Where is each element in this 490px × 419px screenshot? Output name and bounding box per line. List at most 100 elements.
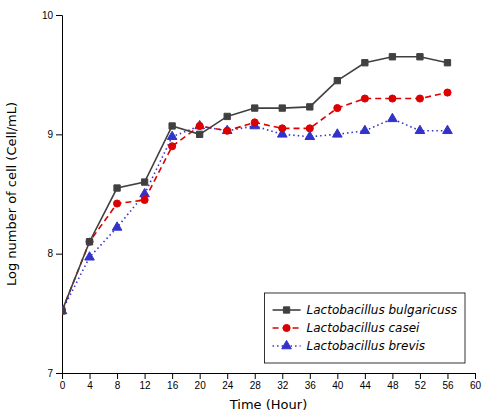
y-tick-mark xyxy=(56,373,62,374)
x-axis-title: Time (Hour) xyxy=(229,397,307,412)
point xyxy=(444,60,450,66)
point xyxy=(169,123,175,129)
point xyxy=(86,238,93,245)
x-tick: 40 xyxy=(332,373,344,391)
x-tick-mark xyxy=(365,373,366,379)
point xyxy=(86,239,92,245)
series xyxy=(62,54,451,315)
x-tick: 44 xyxy=(360,373,372,391)
x-tick-mark xyxy=(447,373,448,379)
legend-swatch-marker xyxy=(283,324,290,331)
point xyxy=(62,308,65,314)
x-tick-label: 32 xyxy=(277,380,289,391)
point xyxy=(112,222,122,230)
x-tick: 16 xyxy=(167,373,179,391)
x-axis-line xyxy=(63,374,476,380)
point xyxy=(252,105,258,111)
point xyxy=(334,77,340,83)
point xyxy=(417,54,423,60)
point xyxy=(85,252,95,260)
legend-label: Lactobacillus casei xyxy=(307,321,421,335)
legend-item: Lactobacillus brevis xyxy=(273,339,426,353)
point xyxy=(307,104,313,110)
plot: 0481216202428323640444852566078910Lactob… xyxy=(42,10,482,391)
x-tick-label: 4 xyxy=(87,380,93,391)
y-tick-mark xyxy=(56,15,62,16)
x-tick-label: 36 xyxy=(305,380,317,391)
x-tick: 24 xyxy=(222,373,234,391)
x-tick-label: 20 xyxy=(195,380,207,391)
x-tick-label: 48 xyxy=(387,380,399,391)
series-line xyxy=(62,119,447,311)
point xyxy=(361,95,368,102)
x-tick: 32 xyxy=(277,373,289,391)
point xyxy=(195,120,205,128)
y-tick-label: 9 xyxy=(47,129,53,140)
y-axis-title: Log number of cell (Cell/mL) xyxy=(4,102,19,286)
point xyxy=(141,179,147,185)
x-tick-mark xyxy=(337,373,338,379)
x-tick: 4 xyxy=(87,373,93,391)
x-tick: 60 xyxy=(470,373,482,391)
series xyxy=(62,89,451,315)
point xyxy=(140,188,150,196)
series-line xyxy=(62,93,447,311)
point xyxy=(196,122,203,129)
point xyxy=(415,125,425,133)
point xyxy=(334,105,341,112)
x-axis: 04812162024283236404448525660 xyxy=(60,373,482,391)
point xyxy=(443,125,453,133)
point xyxy=(362,60,368,66)
point xyxy=(169,143,176,150)
x-tick-mark xyxy=(172,373,173,379)
x-tick-label: 16 xyxy=(167,380,179,391)
point xyxy=(222,125,232,133)
x-tick: 20 xyxy=(195,373,207,391)
x-tick-label: 52 xyxy=(415,380,427,391)
y-tick-mark xyxy=(56,254,62,255)
point xyxy=(141,196,148,203)
x-tick-mark xyxy=(227,373,228,379)
y-tick-label: 7 xyxy=(47,368,53,379)
y-axis-line xyxy=(56,16,63,374)
point xyxy=(251,119,258,126)
legend-label: Lactobacillus brevis xyxy=(307,339,426,353)
point xyxy=(114,185,120,191)
point xyxy=(113,200,120,207)
point xyxy=(224,113,230,119)
x-tick: 0 xyxy=(60,373,66,391)
x-tick-mark xyxy=(475,373,476,379)
legend-item: Lactobacillus casei xyxy=(273,321,421,335)
y-tick-mark xyxy=(56,134,62,135)
x-tick-mark xyxy=(310,373,311,379)
series-line xyxy=(62,57,447,311)
x-tick: 8 xyxy=(115,373,121,391)
x-tick-label: 24 xyxy=(222,380,234,391)
legend-swatch-marker xyxy=(282,340,292,348)
legend-swatch-marker xyxy=(283,307,289,313)
y-tick-label: 10 xyxy=(42,10,54,21)
x-tick-label: 28 xyxy=(250,380,262,391)
legend-label: Lactobacillus bulgaricuss xyxy=(307,303,457,317)
x-tick: 28 xyxy=(250,373,262,391)
point xyxy=(279,105,285,111)
point xyxy=(389,95,396,102)
series xyxy=(62,113,452,313)
x-tick-label: 56 xyxy=(442,380,454,391)
x-tick-mark xyxy=(255,373,256,379)
x-tick-label: 60 xyxy=(470,380,482,391)
x-tick-mark xyxy=(117,373,118,379)
x-tick-label: 12 xyxy=(140,380,152,391)
x-tick-label: 44 xyxy=(360,380,372,391)
legend-item: Lactobacillus bulgaricuss xyxy=(273,303,457,317)
x-tick: 52 xyxy=(415,373,427,391)
point xyxy=(197,131,203,137)
x-tick-label: 8 xyxy=(115,380,121,391)
x-tick-mark xyxy=(90,373,91,379)
x-tick-mark xyxy=(145,373,146,379)
point xyxy=(306,125,313,132)
point xyxy=(279,125,286,132)
point xyxy=(444,89,451,96)
y-tick: 8 xyxy=(47,248,62,259)
point xyxy=(389,54,395,60)
